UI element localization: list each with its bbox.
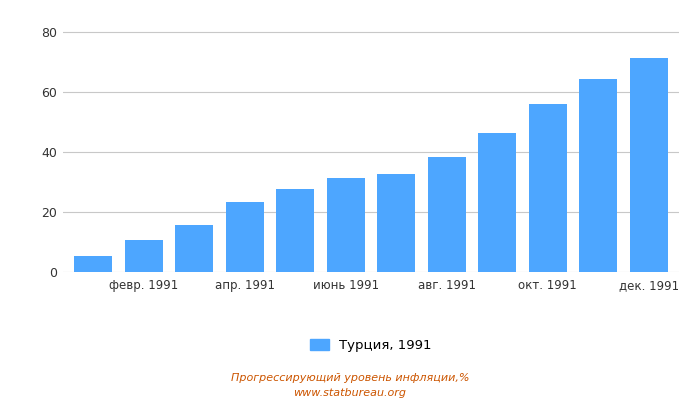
Bar [226,202,264,272]
Bar [276,188,314,272]
Text: Прогрессирующий уровень инфляции,%: Прогрессирующий уровень инфляции,% [231,373,469,383]
Bar [125,240,162,272]
Legend: Турция, 1991: Турция, 1991 [305,334,437,358]
Bar [580,78,617,272]
Text: www.statbureau.org: www.statbureau.org [293,388,407,398]
Bar [175,225,214,272]
Bar [327,178,365,272]
Bar [528,104,567,272]
Bar [478,133,516,272]
Bar [74,256,112,272]
Bar [377,174,415,272]
Bar [428,157,466,272]
Bar [630,58,668,272]
